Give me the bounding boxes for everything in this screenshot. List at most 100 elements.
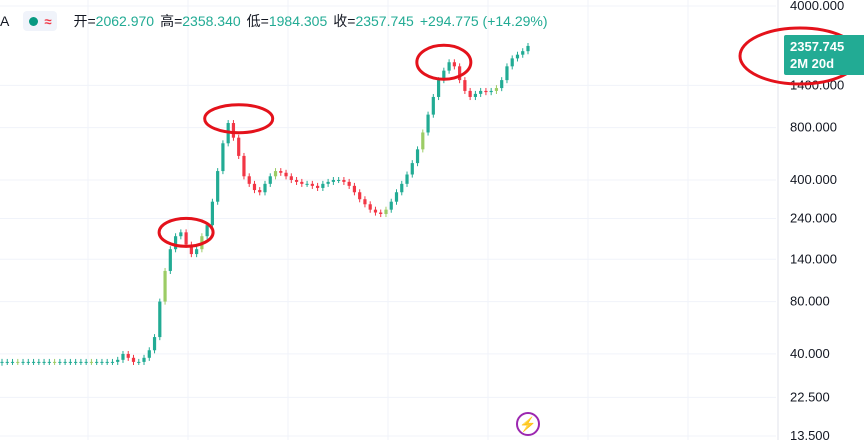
candle-body: [300, 181, 304, 184]
candle-body: [131, 357, 136, 362]
symbol-name[interactable]: A: [0, 13, 10, 29]
candle-body: [284, 172, 288, 177]
candle-body: [95, 361, 99, 363]
candle-body: [231, 123, 236, 138]
y-tick-label-9: 13.500: [790, 428, 830, 440]
annotation-circle: [203, 103, 275, 135]
candle-body: [105, 361, 109, 363]
candle-body: [289, 176, 293, 180]
candle-body: [147, 350, 151, 358]
candle-body: [279, 171, 283, 173]
grid-lines: [0, 0, 776, 440]
candle-body: [342, 179, 346, 182]
candle-body: [205, 225, 209, 237]
candle-body: [247, 176, 251, 184]
candle-body: [189, 244, 193, 255]
candle-body: [310, 183, 314, 186]
candle-body: [415, 149, 420, 164]
annotations: [157, 26, 862, 248]
candle-body: [510, 58, 514, 67]
candle-body: [63, 361, 67, 363]
candle-body: [26, 361, 30, 363]
open-label: 开=: [73, 13, 96, 29]
approx-icon: ≈: [44, 13, 52, 29]
candle-body: [258, 190, 262, 193]
candle-body: [447, 62, 451, 71]
candle-body: [42, 361, 46, 363]
candle-body: [410, 163, 414, 175]
candle-body: [184, 232, 188, 245]
bar-countdown: 2M 20d: [790, 56, 835, 71]
candle-body: [337, 179, 341, 181]
candle-body: [458, 66, 462, 81]
candle-body: [379, 212, 383, 214]
candle-body: [173, 236, 178, 250]
candle-body: [373, 209, 378, 213]
high-label: 高=: [160, 13, 183, 29]
candle-body: [126, 353, 130, 358]
candle-body: [84, 361, 88, 363]
candle-body: [79, 361, 83, 363]
candle-body: [10, 361, 15, 363]
annotation-circle: [157, 216, 215, 248]
candle-body: [363, 199, 367, 205]
y-tick-label-2: 800.000: [790, 120, 837, 135]
candle-body: [400, 183, 404, 193]
y-tick-label-7: 40.000: [790, 346, 830, 361]
candle-body: [500, 80, 504, 89]
y-tick-label-6: 80.000: [790, 294, 830, 309]
candle-body: [74, 361, 78, 363]
candle-body: [21, 361, 25, 363]
candle-body: [216, 171, 220, 202]
candle-body: [168, 249, 172, 271]
candle-body: [436, 80, 441, 97]
candle-body: [210, 201, 214, 226]
candle-body: [526, 45, 530, 52]
candle-body: [321, 183, 325, 188]
candle-body: [0, 361, 4, 363]
candle-body: [53, 361, 57, 363]
candle-body: [473, 93, 477, 97]
candle-body: [37, 361, 41, 363]
candle-body: [47, 361, 51, 363]
candle-body: [100, 361, 104, 363]
candle-body: [237, 137, 241, 156]
close-value: 2357.745: [355, 13, 414, 29]
candle-body: [31, 361, 36, 363]
high-value: 2358.340: [182, 13, 241, 29]
candle-body: [5, 361, 9, 363]
candle-body: [326, 181, 330, 184]
candle-body: [479, 90, 483, 94]
candle-body: [268, 176, 272, 184]
y-tick-label-4: 240.000: [790, 211, 837, 226]
candle-body: [426, 114, 430, 133]
candle-body: [421, 132, 425, 150]
flash-icon[interactable]: ⚡: [516, 412, 540, 436]
y-tick-label-0: 4000.000: [790, 0, 844, 13]
candle-body: [521, 51, 525, 55]
candle-body: [316, 185, 320, 188]
candle-body: [347, 181, 351, 186]
y-tick-label-3: 400.000: [790, 172, 837, 187]
candle-body: [263, 183, 267, 193]
open-value: 2062.970: [95, 13, 155, 29]
candle-body: [484, 90, 488, 93]
candle-body: [89, 361, 94, 363]
annotation-circle: [415, 43, 473, 81]
candle-body: [16, 361, 20, 363]
last-price-tag: 2357.745 2M 20d: [784, 35, 864, 75]
candle-body: [273, 171, 278, 177]
status-pill[interactable]: ≈: [23, 11, 58, 31]
candle-body: [179, 232, 183, 237]
y-tick-label-5: 140.000: [790, 251, 837, 266]
candles: [0, 42, 530, 366]
y-tick-label-8: 22.500: [790, 389, 830, 404]
candle-body: [110, 361, 115, 363]
candle-body: [394, 192, 399, 202]
candle-body: [68, 361, 72, 363]
candle-body: [384, 209, 388, 214]
candle-body: [358, 192, 362, 200]
candle-body: [152, 337, 157, 351]
candle-body: [294, 179, 299, 182]
